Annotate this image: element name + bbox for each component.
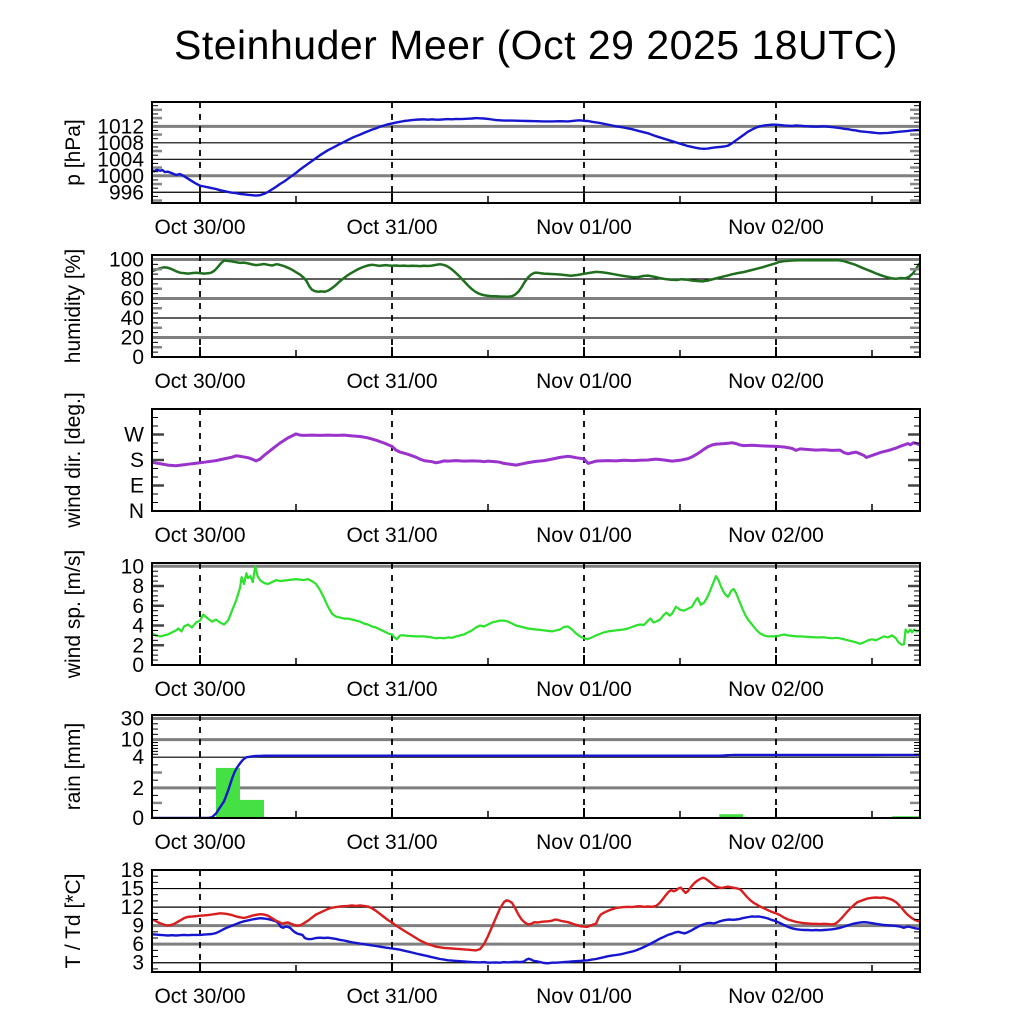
x-day-label: Nov 02/00 bbox=[728, 524, 824, 547]
y-tick-label: 40 bbox=[121, 307, 144, 330]
x-day-label: Oct 31/00 bbox=[346, 216, 437, 239]
y-tick-label: 1000 bbox=[97, 165, 144, 188]
y-tick-label: 2 bbox=[132, 777, 144, 800]
y-axis-title: T / Td [*C] bbox=[62, 874, 85, 969]
y-tick-label: 6 bbox=[132, 933, 144, 956]
x-day-label: Nov 02/00 bbox=[728, 216, 824, 239]
series-pressure bbox=[152, 116, 920, 197]
y-tick-label: 80 bbox=[121, 268, 144, 291]
x-day-label: Oct 31/00 bbox=[346, 524, 437, 547]
y-axis-title: humidity [%] bbox=[62, 249, 85, 363]
panel-frame bbox=[151, 714, 921, 819]
x-day-label: Oct 30/00 bbox=[154, 524, 245, 547]
y-tick-label: E bbox=[130, 475, 144, 498]
panel-frame bbox=[151, 254, 921, 358]
panel-frame bbox=[151, 562, 921, 666]
y-tick-label: 996 bbox=[109, 181, 144, 204]
y-tick-label: 1008 bbox=[97, 132, 144, 155]
series-dewpoint-Td bbox=[152, 915, 920, 965]
y-tick-label: 10 bbox=[121, 729, 144, 752]
x-day-label: Nov 02/00 bbox=[728, 678, 824, 701]
x-day-label: Nov 01/00 bbox=[536, 985, 632, 1008]
y-tick-label: 6 bbox=[132, 595, 144, 618]
x-day-label: Nov 01/00 bbox=[536, 831, 632, 854]
series-humidity bbox=[152, 258, 920, 298]
series-wind-speed bbox=[152, 565, 920, 646]
panel-frame bbox=[151, 869, 921, 973]
x-day-label: Oct 31/00 bbox=[346, 831, 437, 854]
y-tick-label: 8 bbox=[132, 575, 144, 598]
y-tick-label: 30 bbox=[121, 708, 144, 731]
x-day-label: Oct 30/00 bbox=[154, 370, 245, 393]
y-tick-label: 0 bbox=[132, 654, 144, 677]
y-tick-label: 9 bbox=[132, 915, 144, 938]
y-axis-title: p [hPa] bbox=[62, 119, 85, 186]
y-axis-title: wind sp. [m/s] bbox=[62, 550, 85, 679]
y-tick-label: 0 bbox=[132, 346, 144, 369]
panel-frame bbox=[151, 101, 921, 204]
x-day-label: Oct 31/00 bbox=[346, 985, 437, 1008]
y-tick-label: 15 bbox=[121, 878, 144, 901]
x-day-label: Nov 01/00 bbox=[536, 216, 632, 239]
x-day-label: Nov 02/00 bbox=[728, 370, 824, 393]
y-tick-label: 4 bbox=[132, 615, 144, 638]
series-temperature-T bbox=[152, 876, 920, 952]
y-tick-label: 1004 bbox=[97, 148, 144, 171]
y-tick-label: 1012 bbox=[97, 115, 144, 138]
y-tick-label: W bbox=[124, 424, 144, 447]
y-axis-title: wind dir. [deg.] bbox=[62, 392, 85, 528]
rain-bar bbox=[240, 799, 264, 818]
x-day-label: Oct 30/00 bbox=[154, 985, 245, 1008]
x-day-label: Nov 02/00 bbox=[728, 831, 824, 854]
x-day-label: Oct 31/00 bbox=[346, 678, 437, 701]
y-axis-title: rain [mm] bbox=[62, 723, 85, 811]
y-tick-label: 18 bbox=[121, 859, 144, 882]
x-day-label: Oct 31/00 bbox=[346, 370, 437, 393]
x-day-label: Nov 02/00 bbox=[728, 985, 824, 1008]
y-tick-label: N bbox=[129, 500, 144, 523]
panel-frame bbox=[151, 408, 921, 512]
y-tick-label: 4 bbox=[132, 746, 144, 769]
x-day-label: Nov 01/00 bbox=[536, 370, 632, 393]
x-day-label: Oct 30/00 bbox=[154, 831, 245, 854]
x-day-label: Oct 30/00 bbox=[154, 678, 245, 701]
y-tick-label: 100 bbox=[109, 248, 144, 271]
x-day-label: Nov 01/00 bbox=[536, 524, 632, 547]
y-tick-label: 20 bbox=[121, 326, 144, 349]
series-wind-direction bbox=[152, 432, 920, 468]
y-tick-label: 2 bbox=[132, 634, 144, 657]
x-day-label: Oct 30/00 bbox=[154, 216, 245, 239]
x-day-label: Nov 01/00 bbox=[536, 678, 632, 701]
y-tick-label: 3 bbox=[132, 952, 144, 975]
y-tick-label: 60 bbox=[121, 287, 144, 310]
y-tick-label: 10 bbox=[121, 555, 144, 578]
y-tick-label: 0 bbox=[132, 807, 144, 830]
y-tick-label: 12 bbox=[121, 896, 144, 919]
series-rain-accumulated bbox=[152, 753, 920, 818]
y-tick-label: S bbox=[130, 449, 144, 472]
rain-bar bbox=[719, 814, 744, 818]
chart-title: Steinhuder Meer (Oct 29 2025 18UTC) bbox=[174, 22, 898, 68]
